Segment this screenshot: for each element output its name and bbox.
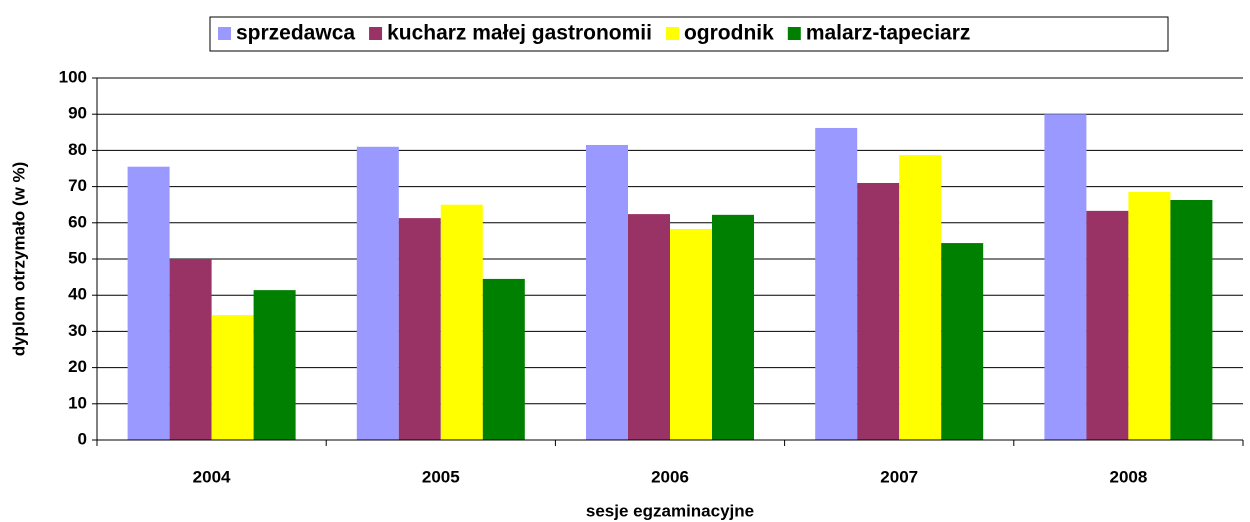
bar	[127, 166, 170, 440]
bar	[253, 290, 296, 440]
bar	[628, 214, 670, 440]
y-tick-label: 60	[68, 212, 87, 231]
bar	[482, 278, 525, 440]
y-tick-label: 50	[68, 248, 87, 267]
y-tick-label: 90	[68, 104, 87, 123]
y-tick-label: 40	[68, 285, 87, 304]
x-tick-label: 2008	[1109, 467, 1147, 486]
bar	[712, 214, 754, 440]
bar	[857, 182, 900, 441]
legend-label: sprzedawca	[236, 22, 355, 45]
y-tick-label: 70	[68, 176, 87, 195]
x-axis-label: sesje egzaminacyjne	[586, 501, 754, 520]
legend-swatch	[369, 27, 383, 40]
bar	[211, 315, 254, 440]
bar	[586, 144, 628, 440]
legend-swatch	[665, 27, 679, 40]
bar	[169, 259, 212, 440]
y-tick-label: 30	[68, 321, 87, 340]
y-tick-label: 0	[78, 429, 87, 448]
bar	[1044, 114, 1087, 440]
bar	[1170, 199, 1213, 440]
x-tick-label: 2007	[880, 467, 918, 486]
legend-label: malarz-tapeciarz	[806, 22, 971, 45]
bar	[398, 218, 441, 440]
legend-label: kucharz małej gastronomii	[387, 22, 652, 45]
y-axis-label: dyplom otrzymało (w %)	[9, 162, 28, 357]
bar	[941, 243, 984, 440]
bar	[356, 146, 399, 440]
legend-swatch	[787, 27, 801, 40]
legend-swatch	[218, 27, 231, 40]
y-tick-label: 20	[68, 357, 87, 376]
bar	[1128, 192, 1171, 440]
bar	[440, 204, 483, 440]
x-tick-label: 2005	[422, 467, 460, 486]
bar	[815, 127, 858, 441]
y-tick-label: 10	[68, 393, 87, 412]
bar	[670, 228, 712, 440]
x-tick-label: 2004	[193, 467, 231, 486]
x-tick-label: 2006	[651, 467, 689, 486]
bar	[1086, 210, 1129, 440]
y-tick-label: 100	[59, 67, 87, 86]
legend-label: ogrodnik	[684, 22, 774, 45]
y-tick-label: 80	[68, 140, 87, 159]
bar	[899, 155, 942, 440]
